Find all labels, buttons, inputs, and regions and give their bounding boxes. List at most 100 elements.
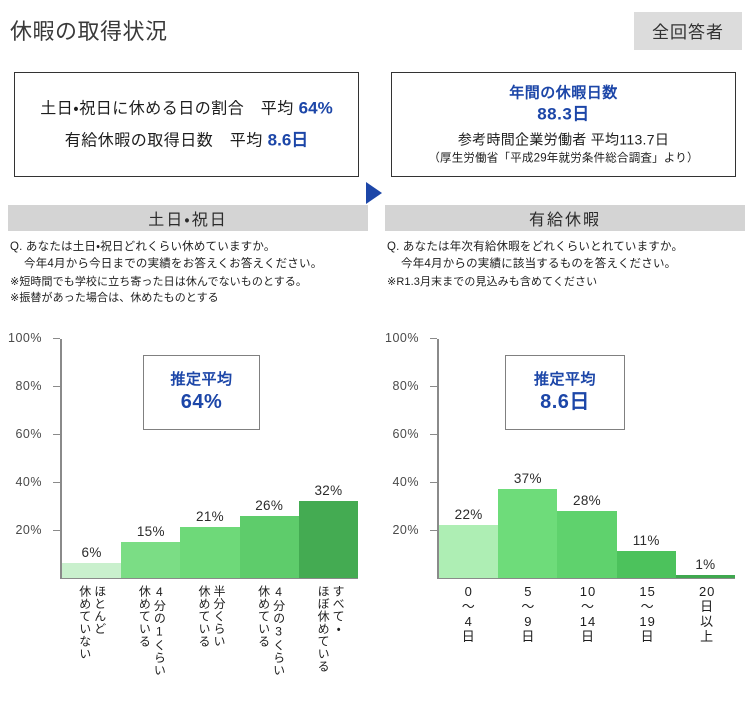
bar <box>616 551 676 578</box>
bar <box>239 515 299 578</box>
x-axis-labels-paid-leave: 0 〜 4 日 5 〜 9 日 10 〜 14 日 15 〜 19 日 20 日以上 <box>439 584 737 645</box>
bar-value-label: 22% <box>454 507 483 523</box>
bar <box>439 525 499 578</box>
x-axis-label-segment: 上 <box>700 628 715 644</box>
x-axis-label-segment: 19 <box>639 613 656 629</box>
estimated-average-title: 推定平均 <box>533 371 596 389</box>
x-axis-label-cell: ほとんど 休めていない <box>62 585 122 690</box>
question-note-1: ※R1.3月末までの見込みも含めてください <box>387 275 598 288</box>
x-axis-label: 半分くらい 休めている <box>196 585 226 690</box>
x-axis-labels-weekend-holiday: ほとんど 休めていない 4分の1くらい 休めている 半分くらい 休めている 4分の3くらい休… <box>62 585 360 690</box>
bar <box>62 563 122 578</box>
x-axis-line <box>437 577 735 579</box>
estimated-average-value: 64% <box>180 390 223 413</box>
x-axis-label-column: ほぼ休めている <box>316 585 331 673</box>
y-axis-tick: 80% <box>392 379 437 393</box>
y-axis-line <box>60 339 62 579</box>
x-axis-label-segment: 日 <box>521 628 536 644</box>
bar-group-paid-leave: 22% 37% 28% 11% 1% <box>439 339 736 578</box>
x-axis-label-segment: 14 <box>579 613 597 629</box>
x-axis-label-cell: 半分くらい 休めている <box>181 585 241 690</box>
bar <box>180 527 240 578</box>
x-axis-label-segment: 日 <box>640 628 655 644</box>
annual-days-reference: 参考時間企業労働者 平均113.7日 <box>457 131 670 148</box>
y-axis-tick: 80% <box>15 379 60 393</box>
x-axis-label-cell: 4分の3くらい 休めている <box>241 585 301 690</box>
bar-cell: 6% <box>62 339 122 578</box>
chart-weekend-holiday: 20% 40% 60% 80% 100% 6% 15% 21% 26% 32% 推定平均 64%… <box>8 331 368 693</box>
x-axis-label-column: 4分の1くらい <box>152 585 167 677</box>
annual-days-source: （厚生労働省「平成29年就労条件総合調査」より） <box>428 152 699 165</box>
x-axis-label-segment: 〜 <box>640 598 655 614</box>
x-axis-label-cell: 0 〜 4 日 <box>439 584 499 645</box>
question-block-weekend-holiday: Q. あなたは土日・祝日どれくらい休めていますか。 今年4月から今日までの実績を… <box>8 239 368 307</box>
bar <box>121 541 181 578</box>
x-axis-label-column: 半分くらい <box>211 585 226 648</box>
bar-value-label: 32% <box>314 483 343 499</box>
y-axis-tick: 40% <box>15 475 60 489</box>
question-line-2: 今年4月から今日までの実績をお答えくお答えください。 <box>24 258 323 271</box>
x-axis-label-cell: 4分の1くらい 休めている <box>122 585 182 690</box>
bar-value-label: 15% <box>136 523 165 539</box>
bar <box>675 575 736 578</box>
x-axis-label-segment: 〜 <box>580 598 595 614</box>
bar-value-label: 1% <box>695 557 716 573</box>
question-line-1: Q. あなたは土日・祝日どれくらい休めていますか。 <box>10 241 276 253</box>
y-axis-tick-label: 40% <box>392 474 419 489</box>
summary-right-inner: 年間の休暇日数 88.3日 参考時間企業労働者 平均113.7日 （厚生労働省「… <box>392 82 735 167</box>
panel-header-paid-leave: 有給休暇 <box>385 205 745 231</box>
question-line-1: Q. あなたは年次有給休暇をどれくらいとれていますか。 <box>387 241 684 253</box>
chart-paid-leave: 20% 40% 60% 80% 100% 22% 37% 28% 11% 1% 推定平均 8.6… <box>385 331 745 693</box>
x-axis-label-column: 休めていない <box>77 585 92 660</box>
x-axis-label-cell: 20 日以上 <box>677 584 737 645</box>
bar-cell: 26% <box>239 339 299 578</box>
x-axis-label-column: 休めている <box>256 585 271 648</box>
x-axis-label-segment: 〜 <box>521 598 536 614</box>
panel-paid-leave: 有給休暇 Q. あなたは年次有給休暇をどれくらいとれていますか。 今年4月からの… <box>385 205 745 705</box>
bar-cell: 22% <box>439 339 499 578</box>
bar-cell: 21% <box>180 339 240 578</box>
y-axis-tick-label: 60% <box>392 426 419 441</box>
bar-value-label: 26% <box>255 497 284 513</box>
x-axis-label-segment: 日 <box>461 628 476 644</box>
bar <box>498 489 558 578</box>
y-axis-tick-label: 20% <box>392 522 419 537</box>
summary-left-line-2: 有給休暇の取得日数 平均 8.6日 <box>15 125 358 157</box>
y-axis-tick-label: 100% <box>385 330 419 345</box>
bar-cell: 1% <box>675 339 736 578</box>
y-axis-tick-label: 60% <box>15 426 42 441</box>
summary-left-lines: 土日・祝日に休める日の割合 平均 64% 有給休暇の取得日数 平均 8.6日 <box>15 92 358 157</box>
plot-area-weekend-holiday: 20% 40% 60% 80% 100% 6% 15% 21% 26% 32% <box>8 331 359 579</box>
page-title: 休暇の取得状況 <box>10 19 168 44</box>
x-axis-label: 4分の3くらい 休めている <box>256 585 286 690</box>
x-axis-label: 4分の1くらい 休めている <box>136 585 166 690</box>
y-axis-tick: 100% <box>385 331 437 345</box>
y-axis-tick: 20% <box>15 523 60 537</box>
y-axis-tick-label: 80% <box>15 378 42 393</box>
bar-group-weekend-holiday: 6% 15% 21% 26% 32% <box>62 339 359 578</box>
estimated-average-value: 8.6日 <box>540 390 590 413</box>
estimated-average-title: 推定平均 <box>170 371 233 389</box>
panel-header-weekend-holiday: 土日・祝日 <box>8 205 368 231</box>
x-axis-label: 20 日以上 <box>699 584 715 645</box>
summary-left-line-1-value: 64% <box>298 98 333 118</box>
panel-weekend-holiday: 土日・祝日 Q. あなたは土日・祝日どれくらい休めていますか。 今年4月から今日… <box>8 205 368 705</box>
bar <box>557 510 617 578</box>
question-note-1: ※短時間でも学校に立ち寄った日は休んでないものとする。 <box>10 275 308 288</box>
bar-cell: 37% <box>498 339 558 578</box>
y-axis-tick: 100% <box>8 331 60 345</box>
x-axis-label-segment: 以 <box>700 613 715 629</box>
x-axis-label: 5 〜 9 日 <box>521 584 536 645</box>
bar <box>298 501 359 578</box>
bar-cell: 15% <box>121 339 181 578</box>
bar-value-label: 21% <box>196 509 224 525</box>
x-axis-label: 10 〜 14 日 <box>579 584 597 645</box>
x-axis-label: ほとんど 休めていない <box>77 585 107 690</box>
x-axis-label-column: すべて・ <box>331 585 346 635</box>
respondent-badge: 全回答者 <box>634 12 742 50</box>
x-axis-label-column: 4分の3くらい <box>271 585 286 677</box>
y-axis-tick: 40% <box>392 475 437 489</box>
plot-area-paid-leave: 20% 40% 60% 80% 100% 22% 37% 28% 11% 1% <box>385 331 736 579</box>
x-axis-label: 0 〜 4 日 <box>461 584 476 645</box>
bar-value-label: 11% <box>632 533 660 549</box>
